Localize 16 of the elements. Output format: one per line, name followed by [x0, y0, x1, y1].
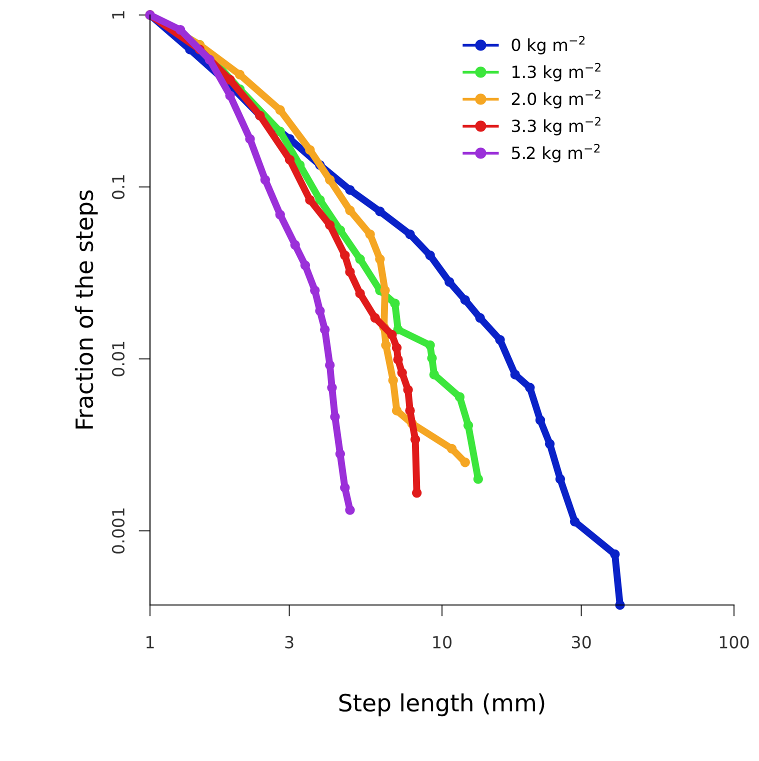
legend-label: 0 kg m$^{−2}$ [512, 36, 585, 54]
x-axis-title: Step length (mm) [339, 693, 544, 716]
x-tick-label: 3 [285, 636, 294, 648]
x-tick-label: 100 [720, 636, 749, 648]
legend-label: 1.3 kg m$^{−2}$ [512, 62, 600, 82]
x-tick-label: 1 [146, 636, 154, 648]
y-tick-label: 0.001 [112, 508, 125, 554]
x-tick-label: 30 [572, 636, 591, 648]
y-tick-label: 0.01 [112, 342, 125, 376]
legend-label: 5.2 kg m$^{−2}$ [512, 144, 600, 162]
legend-label: 3.3 kg m$^{−2}$ [512, 116, 600, 136]
y-tick-label: 1 [112, 11, 124, 18]
y-tick-label: 0.1 [112, 175, 125, 200]
y-axis-title: Fraction of the steps [74, 190, 98, 429]
x-tick-label: 10 [433, 636, 452, 648]
legend-label: 2.0 kg m$^{−2}$ [512, 90, 600, 108]
